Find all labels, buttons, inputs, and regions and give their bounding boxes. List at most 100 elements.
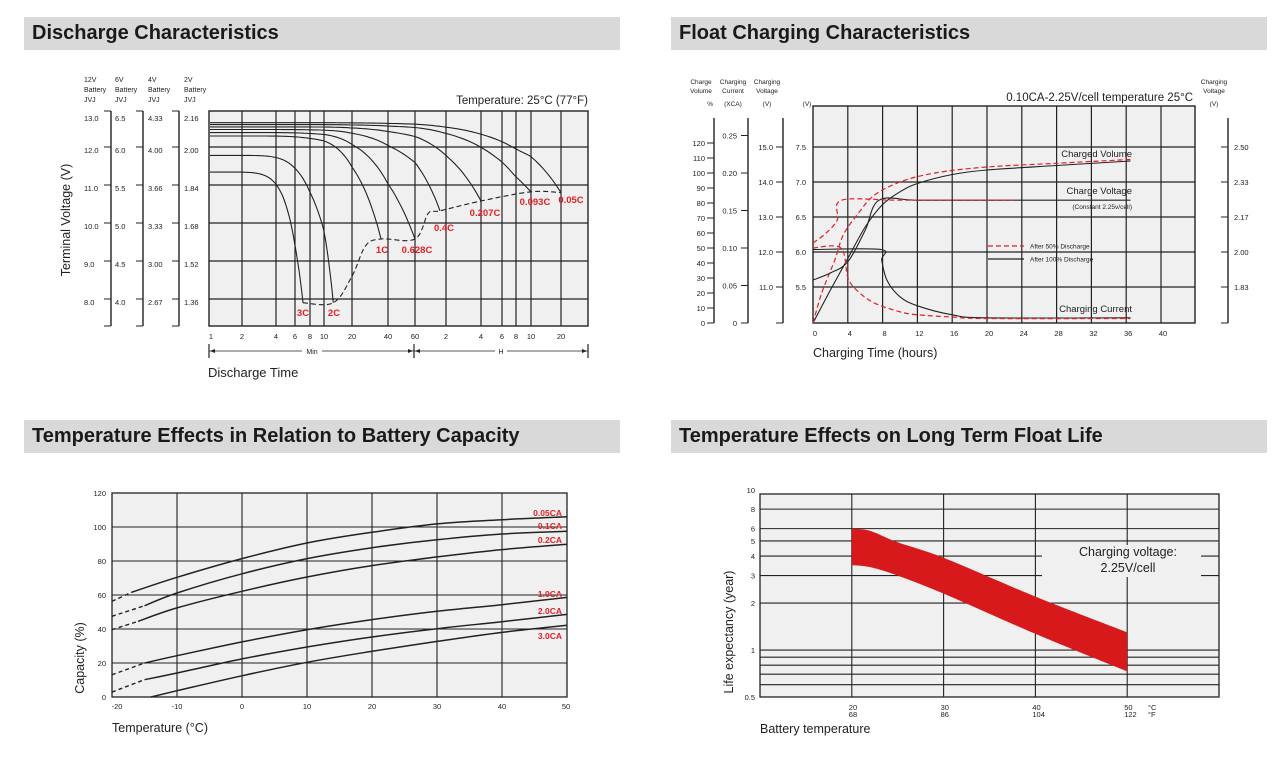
charge-voltage-note: (Constant 2.25v/cell): [1072, 204, 1132, 211]
capacity-curve-0.1CA: [144, 530, 568, 607]
y-tick-label: 6.0: [115, 146, 125, 155]
x-axis-title: Charging Time (hours): [813, 346, 937, 360]
current-tick-label: 0.25: [722, 132, 737, 141]
y-axis-header: Battery: [84, 87, 107, 94]
current-tick-label: 0: [733, 319, 737, 328]
volume-axis-header: Charge: [690, 79, 712, 86]
y-axis-title: Terminal Voltage (V): [59, 164, 73, 277]
voltage12-tick-label: 11.0: [759, 283, 773, 292]
y-tick-label: 4: [751, 552, 755, 561]
y-tick-label: 40: [98, 625, 106, 634]
y-axis-title: Capacity (%): [73, 622, 87, 694]
charged-volume-label: Charged Volume: [1061, 149, 1132, 160]
y-tick-label: 4.00: [148, 146, 163, 155]
volume-tick-label: 60: [697, 229, 705, 238]
volume-tick-label: 100: [692, 169, 705, 178]
x-tick-label: 2: [240, 332, 244, 341]
x-axis-title: Discharge Time: [208, 365, 298, 380]
discharge-curve-1C: [210, 135, 382, 240]
y-axis-header: 12V: [84, 77, 97, 84]
y-tick-label: 100: [93, 523, 106, 532]
capacity-curve-1.0CA: [144, 596, 568, 664]
cell-voltage-axis-header: Voltage: [1203, 88, 1225, 95]
y-axis-header: JVJ: [115, 97, 127, 104]
rate-label: 1C: [376, 245, 388, 256]
y-tick-label: 8: [751, 505, 755, 514]
voltage12-tick-label: 12.0: [758, 248, 773, 257]
y-axis-header: JVJ: [148, 97, 160, 104]
discharge-curve-0.4C: [210, 128, 441, 212]
y-tick-label: 1.52: [184, 260, 199, 269]
x-tick-label: 40: [384, 332, 392, 341]
rate-label: 0.4C: [434, 223, 454, 234]
voltage12-axis-header: (V): [763, 101, 772, 108]
cutoff-voltage-dashed-line: [302, 190, 562, 306]
header-discharge-characteristics: Discharge Characteristics: [24, 17, 620, 50]
x-tick-label: 8: [308, 332, 312, 341]
cell-voltage-axis-header: Charging: [1201, 79, 1228, 86]
x-axis-title: Temperature (°C): [112, 721, 208, 735]
rate-label: 1.0CA: [538, 589, 562, 599]
x-tick-label: 4: [848, 329, 852, 338]
x-tick-label: 4: [479, 332, 483, 341]
float-charging-chart: 0 4 8 12 16 20 24 28 32 36 40 0 10 20 30 40 50 60 70 80 90 10…: [690, 79, 1248, 360]
voltage6-axis-header: (V): [803, 101, 812, 108]
current-tick-label: 0.10: [722, 244, 737, 253]
plot-border: [759, 493, 1220, 698]
y-tick-label: 2: [751, 599, 755, 608]
y-tick-label: 2.67: [148, 298, 163, 307]
discharge-chart: 1 2 4 6 8 10 20 40 60 2 4 6 8 10 20 12V Battery JVJ 13.0 12…: [59, 77, 589, 380]
temperature-annotation: Temperature: 25°C (77°F): [456, 95, 588, 107]
annotation-bg: [1042, 545, 1201, 577]
y-axis-header: 6V: [115, 77, 124, 84]
y-tick-label: 12.0: [84, 146, 99, 155]
discharge-curve-0.093C: [210, 124, 532, 193]
plot-border: [812, 105, 1196, 324]
x-tick-label-fahrenheit: 122: [1124, 710, 1137, 719]
y-tick-label: 6: [751, 525, 755, 534]
cell-voltage-tick-label: 2.50: [1234, 143, 1249, 152]
x-tick-label: 2: [444, 332, 448, 341]
volume-tick-label: 120: [692, 139, 705, 148]
charged-volume-after-50-discharge-line: [812, 158, 1131, 324]
x-tick-label: 40: [1159, 329, 1167, 338]
label-bg: [495, 346, 507, 356]
x-tick-label: 20: [985, 329, 993, 338]
volume-tick-label: 110: [693, 154, 705, 163]
y-tick-label: 2.00: [184, 146, 199, 155]
x-tick-label: 6: [500, 332, 504, 341]
current-axis-header: Charging: [720, 79, 747, 86]
header-float-charging-characteristics: Float Charging Characteristics: [671, 17, 1267, 50]
x-tick-label: 16: [950, 329, 958, 338]
discharge-curve-3C: [209, 171, 304, 303]
y-axis-header: Battery: [184, 87, 207, 94]
x-tick-label: 20: [557, 332, 565, 341]
legend-label: After 100% Discharge: [1030, 257, 1094, 264]
header-float-life: Temperature Effects on Long Term Float L…: [671, 420, 1267, 453]
y-tick-label: 20: [98, 659, 106, 668]
volume-tick-label: 40: [697, 259, 705, 268]
volume-tick-label: 50: [697, 244, 705, 253]
rate-label: 3.0CA: [538, 631, 562, 641]
x-tick-label: 40: [498, 702, 506, 711]
charging-voltage-annotation: Charging voltage:: [1079, 545, 1177, 559]
voltage6-tick-label: 7.0: [796, 178, 806, 187]
x-tick-label: 50: [562, 702, 570, 711]
y-tick-label: 10: [747, 486, 755, 495]
x-tick-label: 30: [433, 702, 441, 711]
volume-tick-label: 30: [697, 274, 705, 283]
y-tick-label: 4.33: [148, 114, 163, 123]
y-tick-label: 80: [98, 557, 106, 566]
capacity-curve-extrapolated-0.05CA: [111, 591, 132, 602]
x-tick-label: 10: [320, 332, 328, 341]
voltage6-tick-label: 6.5: [796, 213, 806, 222]
voltage6-tick-label: 7.5: [796, 143, 806, 152]
y-tick-label: 13.0: [84, 114, 99, 123]
x-tick-label: 0: [240, 702, 244, 711]
y-tick-label: 1.84: [184, 184, 199, 193]
charging-current-after-50-discharge-line: [812, 245, 1131, 320]
charging-voltage-value: 2.25V/cell: [1101, 561, 1156, 575]
y-axis-header: Battery: [115, 87, 138, 94]
y-tick-label: 4.0: [115, 298, 125, 307]
